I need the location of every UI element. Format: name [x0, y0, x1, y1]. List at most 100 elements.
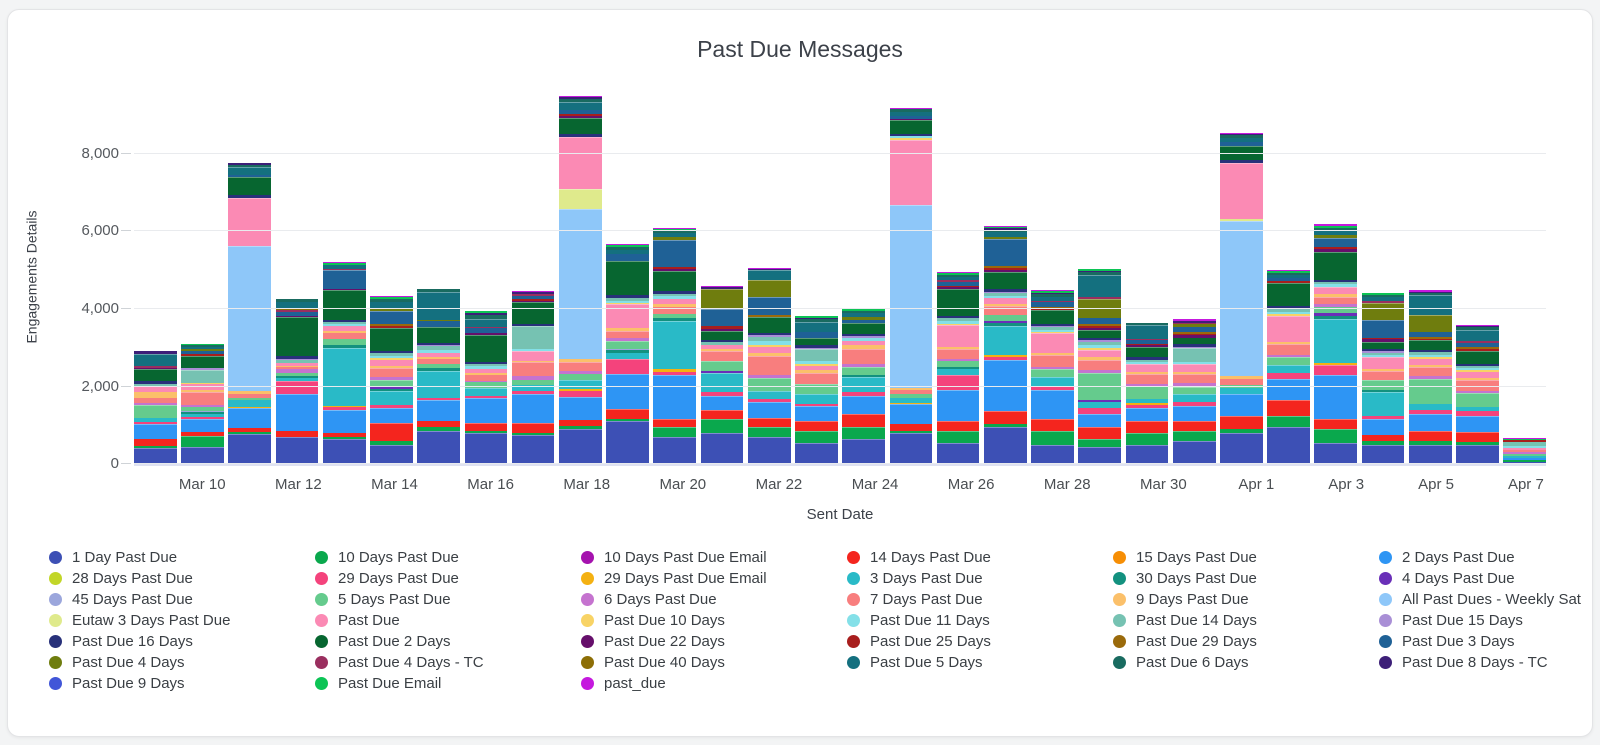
- bar-segment[interactable]: [606, 338, 649, 341]
- bar-segment[interactable]: [1361, 294, 1405, 297]
- bar-segment[interactable]: [511, 291, 555, 293]
- bar-segment[interactable]: [181, 343, 224, 346]
- bar-segment[interactable]: [842, 340, 885, 346]
- bar-segment[interactable]: [747, 279, 791, 298]
- bar-segment[interactable]: [1361, 341, 1405, 350]
- bar-segment[interactable]: [1267, 316, 1310, 342]
- bar-segment[interactable]: [1408, 378, 1452, 404]
- bar-segment[interactable]: [747, 352, 791, 356]
- bar-segment[interactable]: [747, 267, 791, 269]
- bar-segment[interactable]: [417, 357, 461, 360]
- bar-segment[interactable]: [606, 249, 649, 254]
- bar-segment[interactable]: [795, 365, 838, 371]
- bar-segment[interactable]: [134, 369, 177, 382]
- bar-segment[interactable]: [370, 377, 413, 380]
- bar-segment[interactable]: [747, 402, 791, 418]
- bar-segment[interactable]: [606, 297, 649, 301]
- bar-segment[interactable]: [275, 315, 319, 318]
- bar-segment[interactable]: [1172, 361, 1216, 365]
- bar-segment[interactable]: [936, 323, 980, 326]
- bar-segment[interactable]: [1314, 225, 1358, 228]
- bar-segment[interactable]: [228, 393, 272, 399]
- bar-segment[interactable]: [700, 360, 744, 371]
- bar-segment[interactable]: [1314, 286, 1358, 295]
- bar-segment[interactable]: [1456, 364, 1499, 367]
- bar-segment[interactable]: [1172, 421, 1216, 432]
- bar-segment[interactable]: [558, 133, 602, 137]
- bar-segment[interactable]: [1220, 429, 1263, 433]
- bar-segment[interactable]: [558, 117, 602, 134]
- bar-segment[interactable]: [228, 163, 272, 165]
- bar-segment[interactable]: [983, 228, 1027, 231]
- bar-segment[interactable]: [1456, 431, 1499, 442]
- bar-segment[interactable]: [842, 367, 885, 375]
- bar-segment[interactable]: [1078, 357, 1122, 360]
- bar-segment[interactable]: [842, 413, 885, 428]
- bar-segment[interactable]: [370, 358, 413, 360]
- bar-segment[interactable]: [1267, 314, 1310, 317]
- bar-segment[interactable]: [181, 391, 224, 405]
- bar-segment[interactable]: [1125, 407, 1169, 422]
- bar-segment[interactable]: [795, 331, 838, 338]
- bar-segment[interactable]: [889, 423, 933, 431]
- bar-segment[interactable]: [889, 140, 933, 206]
- bar-segment[interactable]: [653, 304, 697, 307]
- bar-segment[interactable]: [653, 321, 697, 370]
- bar-segment[interactable]: [983, 326, 1027, 356]
- bar-segment[interactable]: [936, 274, 980, 278]
- bar-segment[interactable]: [842, 313, 885, 318]
- bar-segment[interactable]: [417, 353, 461, 358]
- bar-segment[interactable]: [747, 391, 791, 399]
- bar-segment[interactable]: [511, 294, 555, 296]
- bar-segment[interactable]: [322, 338, 366, 345]
- bar-segment[interactable]: [1503, 440, 1547, 442]
- bar-segment[interactable]: [1361, 444, 1405, 464]
- bar-segment[interactable]: [1267, 365, 1310, 373]
- bar-segment[interactable]: [1361, 380, 1405, 390]
- bar-segment[interactable]: [747, 268, 791, 271]
- bar-segment[interactable]: [1456, 370, 1499, 372]
- bar-segment[interactable]: [653, 293, 697, 296]
- bar-x18[interactable]: [983, 225, 1027, 464]
- bar-segment[interactable]: [1220, 415, 1263, 430]
- bar-segment[interactable]: [700, 370, 744, 373]
- bar-segment[interactable]: [464, 319, 508, 327]
- bar-segment[interactable]: [322, 344, 366, 348]
- bar-segment[interactable]: [464, 366, 508, 369]
- bar-segment[interactable]: [1078, 326, 1122, 329]
- bar-segment[interactable]: [1031, 291, 1074, 293]
- bar-segment[interactable]: [1408, 444, 1452, 464]
- bar-segment[interactable]: [417, 359, 461, 364]
- bar-segment[interactable]: [700, 349, 744, 352]
- legend-item-all-past-dues-weekly-sat[interactable]: All Past Dues - Weekly Sat: [1379, 591, 1600, 608]
- bar-segment[interactable]: [1408, 413, 1452, 432]
- bar-segment[interactable]: [795, 384, 838, 394]
- bar-segment[interactable]: [1314, 304, 1358, 308]
- bar-segment[interactable]: [370, 302, 413, 309]
- bar-segment[interactable]: [1503, 455, 1547, 459]
- bar-segment[interactable]: [228, 167, 272, 175]
- bar-segment[interactable]: [983, 427, 1027, 464]
- bar-segment[interactable]: [1031, 310, 1074, 324]
- bar-segment[interactable]: [1267, 278, 1310, 282]
- bar-segment[interactable]: [1503, 446, 1547, 448]
- bar-segment[interactable]: [1172, 319, 1216, 321]
- bar-segment[interactable]: [889, 115, 933, 119]
- bar-segment[interactable]: [747, 375, 791, 378]
- bar-segment[interactable]: [1267, 357, 1310, 366]
- bar-segment[interactable]: [1361, 302, 1405, 321]
- bar-segment[interactable]: [936, 287, 980, 289]
- bar-segment[interactable]: [747, 417, 791, 428]
- bar-segment[interactable]: [747, 347, 791, 353]
- bar-segment[interactable]: [322, 326, 366, 331]
- bar-segment[interactable]: [1078, 369, 1122, 373]
- bar-segment[interactable]: [464, 374, 508, 381]
- bar-segment[interactable]: [1314, 284, 1358, 287]
- bar-x24[interactable]: [1267, 269, 1310, 464]
- bar-segment[interactable]: [1456, 444, 1499, 464]
- legend-item-past-due-25-days[interactable]: Past Due 25 Days: [847, 633, 1113, 650]
- bar-segment[interactable]: [1408, 409, 1452, 414]
- bar-segment[interactable]: [1456, 406, 1499, 411]
- bar-segment[interactable]: [275, 308, 319, 310]
- bar-segment[interactable]: [322, 270, 366, 289]
